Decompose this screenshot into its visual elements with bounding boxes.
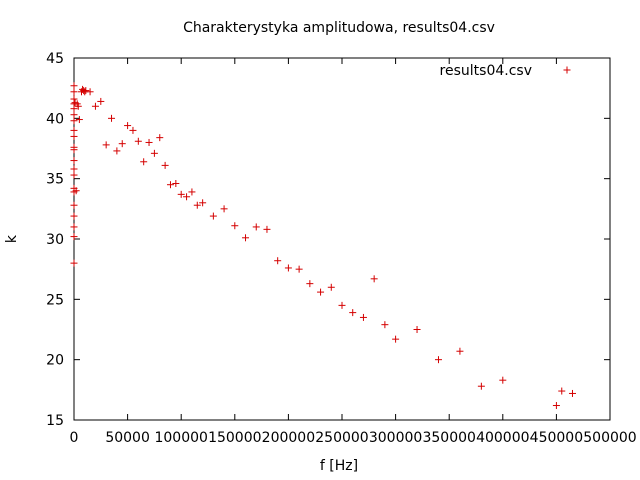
data-point <box>70 157 78 165</box>
x-tick-label: 500000 <box>583 430 636 446</box>
data-point <box>70 165 78 173</box>
x-tick-label: 400000 <box>476 430 529 446</box>
data-point <box>156 134 164 142</box>
x-tick-label: 200000 <box>262 430 315 446</box>
data-point <box>381 321 389 329</box>
data-point <box>70 105 78 113</box>
data-point <box>134 137 142 145</box>
data-point <box>295 265 303 273</box>
data-point <box>70 201 78 209</box>
data-point <box>140 158 148 166</box>
data-point <box>338 301 346 309</box>
data-point <box>166 181 174 189</box>
data-point <box>209 212 217 220</box>
legend-label: results04.csv <box>440 63 532 79</box>
data-point <box>70 88 78 96</box>
data-point <box>456 347 464 355</box>
data-point <box>118 140 126 148</box>
data-point <box>349 309 357 317</box>
data-point <box>177 190 185 198</box>
data-point <box>477 382 485 390</box>
data-point <box>284 264 292 272</box>
data-point <box>70 111 78 119</box>
x-axis: 0 50000 100000 150000 200000 250000 300000 3500… <box>70 58 637 446</box>
data-point <box>72 187 80 195</box>
data-point <box>199 199 207 207</box>
data-point <box>129 126 137 134</box>
y-tick-label: 35 <box>46 172 64 188</box>
x-axis-label: f [Hz] <box>320 458 358 474</box>
data-point <box>413 326 421 333</box>
data-point <box>145 138 153 146</box>
x-tick-label: 100000 <box>154 430 207 446</box>
y-tick-label: 40 <box>46 111 64 127</box>
data-point <box>172 179 180 187</box>
data-point <box>124 122 132 130</box>
data-point <box>82 87 90 95</box>
data-point <box>188 188 196 196</box>
y-tick-label: 15 <box>46 413 64 429</box>
data-point <box>193 201 201 209</box>
data-point <box>91 102 99 110</box>
data-point <box>70 171 78 179</box>
data-point <box>70 259 78 267</box>
x-tick-label: 50000 <box>105 430 150 446</box>
data-point <box>252 223 260 231</box>
legend: results04.csv <box>440 63 571 79</box>
y-tick-label: 30 <box>46 232 64 248</box>
data-point <box>392 335 400 343</box>
x-tick-label: 150000 <box>208 430 261 446</box>
data-point <box>70 233 78 241</box>
y-tick-label: 45 <box>46 51 64 67</box>
data-point <box>499 376 507 384</box>
y-axis: 15 20 25 30 35 40 45 <box>46 51 610 429</box>
data-point <box>102 141 110 149</box>
data-point <box>108 114 116 122</box>
x-tick-label: 300000 <box>369 430 422 446</box>
data-point <box>220 205 228 213</box>
data-point <box>70 132 78 140</box>
data-point <box>306 280 314 288</box>
x-tick-label: 450000 <box>530 430 583 446</box>
data-point <box>70 146 78 154</box>
data-point <box>86 88 94 96</box>
data-point <box>70 223 78 231</box>
data-point <box>75 116 83 124</box>
data-point <box>150 149 158 157</box>
y-tick-label: 25 <box>46 292 64 308</box>
data-point <box>359 313 367 321</box>
data-point <box>183 193 191 201</box>
data-point <box>97 97 105 105</box>
data-point <box>231 222 239 230</box>
legend-marker <box>563 66 571 74</box>
x-tick-label: 0 <box>70 430 79 446</box>
data-point <box>568 389 576 397</box>
data-point <box>70 82 78 90</box>
data-point <box>327 283 335 291</box>
data-point <box>113 147 121 155</box>
data-point <box>434 356 442 364</box>
data-point <box>70 126 78 134</box>
data-point <box>558 387 566 395</box>
chart-title: Charakterystyka amplitudowa, results04.c… <box>183 20 495 36</box>
data-point <box>74 102 82 110</box>
data-point <box>161 161 169 169</box>
data-point <box>552 402 560 410</box>
data-point <box>274 257 282 265</box>
data-point <box>263 225 271 233</box>
data-point <box>370 275 378 283</box>
x-tick-label: 350000 <box>422 430 475 446</box>
data-point <box>317 288 325 296</box>
y-axis-label: k <box>4 234 20 243</box>
plot-frame <box>73 57 611 421</box>
data-point <box>70 212 78 220</box>
data-series <box>70 82 576 410</box>
x-tick-label: 250000 <box>315 430 368 446</box>
data-point <box>242 234 250 242</box>
data-point <box>70 117 78 125</box>
y-tick-label: 20 <box>46 353 64 369</box>
